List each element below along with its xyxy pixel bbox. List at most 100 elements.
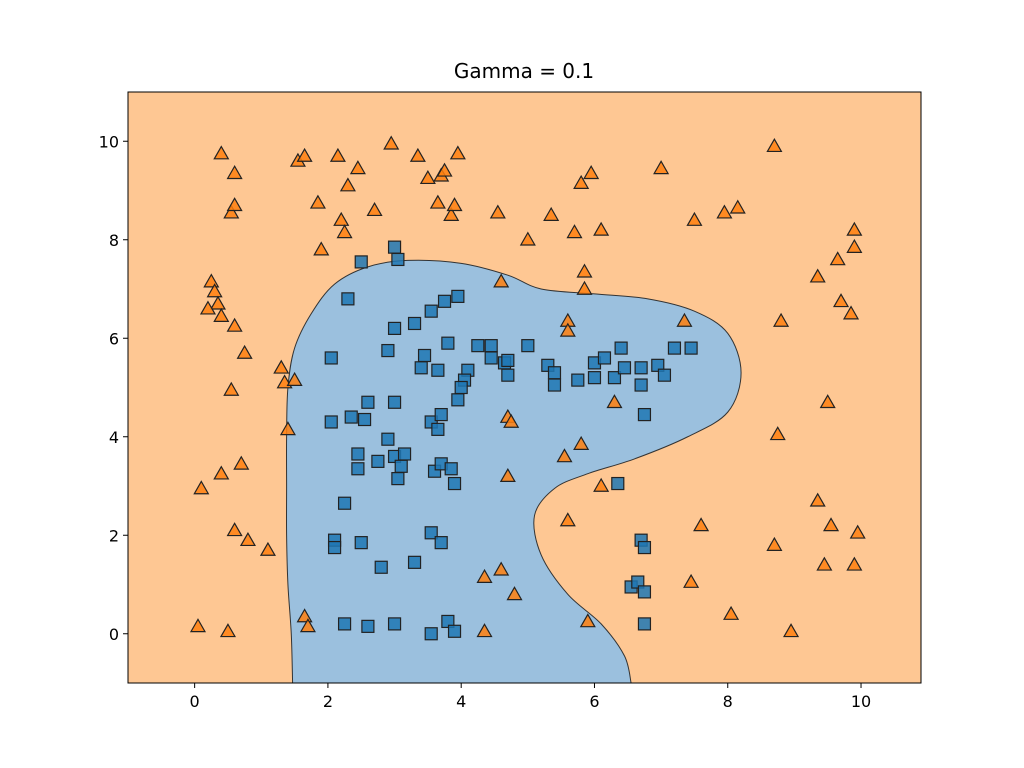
decision-boundary <box>286 259 742 684</box>
point-class1 <box>366 201 383 217</box>
point-class0 <box>374 560 388 574</box>
point-class0 <box>361 395 375 409</box>
point-class0 <box>324 415 338 429</box>
point-class1 <box>653 160 670 175</box>
point-class0 <box>344 410 358 424</box>
point-class1 <box>819 394 836 409</box>
point-class0 <box>501 353 515 368</box>
point-class1 <box>419 169 436 185</box>
point-class0 <box>337 617 352 631</box>
point-class0 <box>484 351 498 365</box>
point-class0 <box>651 358 665 372</box>
y-tick-label: 0 <box>109 625 119 644</box>
point-class1 <box>676 312 693 327</box>
point-class0 <box>424 627 438 641</box>
point-class1 <box>583 165 600 180</box>
point-class1 <box>686 211 703 226</box>
point-class0 <box>547 378 562 392</box>
point-class1 <box>576 263 593 278</box>
y-tick-label: 8 <box>109 231 119 250</box>
point-class1 <box>809 268 826 283</box>
point-class0 <box>387 240 402 254</box>
point-class1 <box>593 221 610 236</box>
point-class1 <box>209 295 226 310</box>
point-class0 <box>337 496 352 510</box>
point-class0 <box>667 341 682 355</box>
point-class0 <box>391 252 405 267</box>
point-class0 <box>391 472 405 486</box>
point-class1 <box>226 317 243 332</box>
point-class0 <box>341 292 355 306</box>
point-class1 <box>223 204 240 219</box>
point-class1 <box>226 197 243 212</box>
point-class0 <box>447 624 462 638</box>
point-class0 <box>451 289 465 303</box>
point-class0 <box>547 366 562 380</box>
point-class1 <box>223 381 240 396</box>
point-class1 <box>309 194 326 209</box>
point-class0 <box>614 341 628 355</box>
point-class0 <box>521 339 535 353</box>
point-class1 <box>716 204 733 219</box>
point-class1 <box>809 492 826 507</box>
point-class1 <box>543 206 560 221</box>
point-class1 <box>213 465 230 480</box>
point-class1 <box>579 613 596 628</box>
point-class1 <box>573 435 590 450</box>
point-class1 <box>576 280 593 295</box>
point-class0 <box>387 321 402 335</box>
point-class1 <box>239 531 256 547</box>
point-class0 <box>327 540 342 555</box>
point-class0 <box>451 393 465 407</box>
point-class1 <box>236 344 253 359</box>
point-class0 <box>637 540 652 555</box>
point-class0 <box>684 341 698 355</box>
point-class1 <box>499 467 516 482</box>
point-class0 <box>424 526 438 540</box>
plot-area <box>128 92 921 684</box>
point-class0 <box>597 351 612 365</box>
point-class0 <box>354 255 368 269</box>
point-class1 <box>769 426 786 441</box>
point-class1 <box>449 145 466 160</box>
point-class1 <box>846 238 863 253</box>
point-class0 <box>434 536 448 550</box>
point-class0 <box>324 351 338 365</box>
y-tick-label: 6 <box>109 329 119 348</box>
point-class1 <box>206 283 223 298</box>
point-class0 <box>637 585 652 599</box>
point-class0 <box>501 368 515 382</box>
point-class1 <box>503 413 520 428</box>
x-axis: 0 2 4 6 8 10 <box>190 683 871 711</box>
x-tick-label: 8 <box>723 692 733 711</box>
x-tick-label: 2 <box>323 692 333 711</box>
point-class0 <box>657 368 672 382</box>
point-class0 <box>441 336 455 350</box>
point-class1 <box>846 556 863 571</box>
point-class0 <box>637 407 652 422</box>
point-class1 <box>313 241 330 256</box>
point-class1 <box>842 305 860 320</box>
point-class0 <box>637 617 652 631</box>
point-class0 <box>424 304 438 318</box>
point-class1 <box>193 480 210 495</box>
x-tick-label: 4 <box>456 692 466 711</box>
point-class1 <box>476 568 493 583</box>
point-class1 <box>443 206 460 221</box>
point-class0 <box>357 412 372 427</box>
point-class0 <box>417 348 432 363</box>
point-class0 <box>381 343 395 358</box>
point-class1 <box>226 165 243 180</box>
point-class1 <box>783 623 800 638</box>
point-class0 <box>441 614 455 629</box>
point-class1 <box>766 536 783 551</box>
point-class1 <box>383 135 400 150</box>
point-class1 <box>446 197 463 212</box>
point-class1 <box>823 517 840 532</box>
point-class1 <box>489 204 506 219</box>
point-class1 <box>593 477 610 492</box>
point-class1 <box>506 586 523 601</box>
point-class1 <box>286 371 303 386</box>
point-class1 <box>189 618 207 633</box>
point-class1 <box>816 556 833 571</box>
